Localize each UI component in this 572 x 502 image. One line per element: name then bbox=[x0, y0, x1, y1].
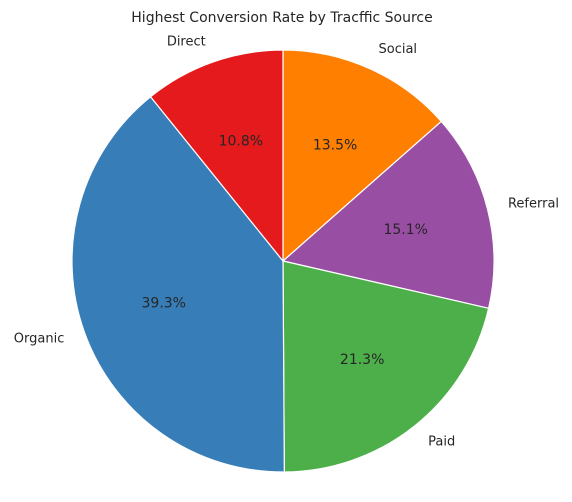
chart-title: Highest Conversion Rate by Tracffic Sour… bbox=[131, 10, 432, 26]
pie-pct-label-direct: 10.8% bbox=[219, 134, 263, 150]
pie-category-label-referral: Referral bbox=[508, 196, 559, 211]
pie-pct-label-paid: 21.3% bbox=[340, 352, 384, 368]
pie-pct-label-referral: 15.1% bbox=[383, 222, 427, 238]
pie-category-label-direct: Direct bbox=[167, 35, 206, 50]
pie-pct-label-social: 13.5% bbox=[313, 138, 357, 154]
pie-category-label-organic: Organic bbox=[14, 331, 65, 346]
pie-slice-organic bbox=[71, 95, 285, 473]
pie-labels: 13.5% Social 15.1% Referral 21.3% Paid 39.3% Or… bbox=[14, 35, 559, 450]
pie-pct-label-organic: 39.3% bbox=[142, 296, 186, 312]
pie-slices bbox=[71, 49, 495, 473]
pie-category-label-social: Social bbox=[379, 42, 418, 57]
pie-slice-referral bbox=[281, 120, 495, 310]
pie-slice-direct bbox=[149, 49, 284, 263]
pie-category-label-paid: Paid bbox=[428, 435, 455, 450]
pie-slice-paid bbox=[282, 260, 490, 473]
pie-slice-social bbox=[282, 49, 443, 263]
